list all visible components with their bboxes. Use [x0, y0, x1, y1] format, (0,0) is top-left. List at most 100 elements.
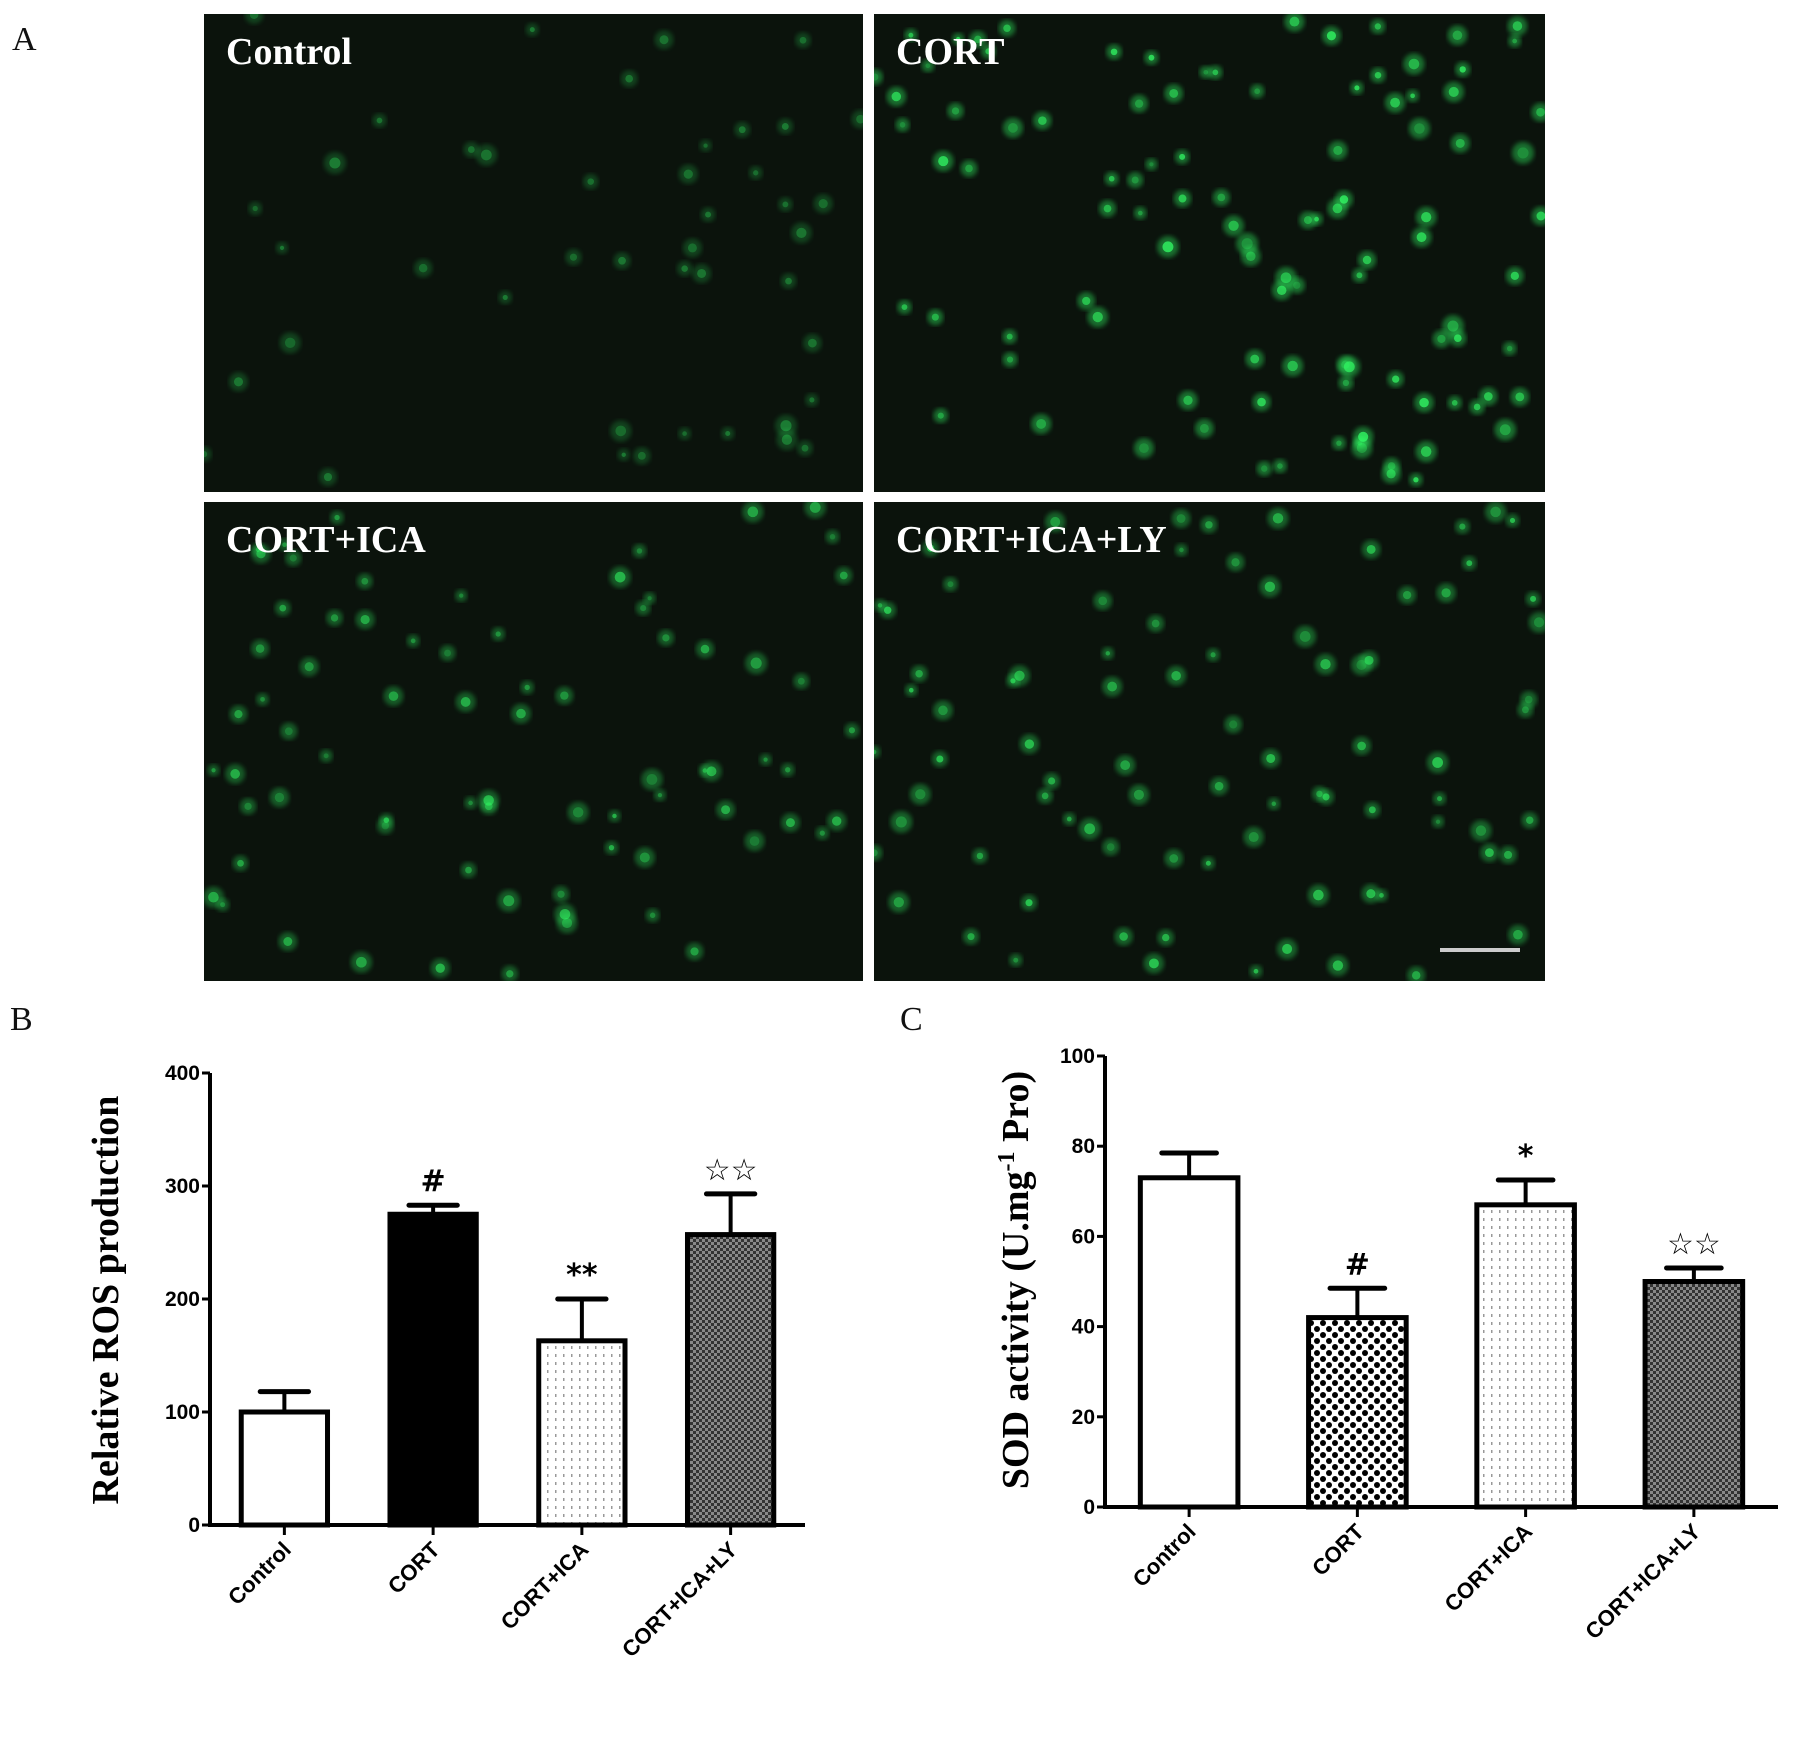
cell	[1513, 929, 1523, 940]
cell-glow	[232, 855, 249, 872]
cell-glow	[1508, 924, 1528, 945]
bar-cort	[1306, 1315, 1409, 1510]
cell-glow	[1455, 519, 1470, 534]
cell	[1366, 544, 1376, 554]
cell	[289, 554, 297, 562]
cell	[1515, 392, 1525, 402]
cell	[700, 644, 710, 654]
cell	[782, 201, 789, 208]
cell	[1342, 379, 1350, 386]
cell-glow	[695, 639, 715, 659]
cell-glow	[555, 686, 574, 705]
cell	[1169, 854, 1179, 863]
cell	[848, 727, 855, 734]
cell	[1374, 23, 1381, 30]
cell-glow	[969, 31, 987, 48]
cell	[1014, 670, 1025, 681]
cell	[1473, 403, 1481, 411]
cell-glow	[1470, 820, 1492, 842]
cell-glow	[245, 14, 264, 24]
cell	[1108, 175, 1115, 182]
cell-glow	[1403, 53, 1425, 75]
cell-glow	[825, 529, 840, 544]
cell-glow	[1447, 25, 1468, 46]
cell	[330, 614, 339, 622]
cell	[529, 27, 535, 33]
cell	[618, 256, 626, 265]
cell	[936, 755, 944, 763]
cell	[839, 571, 848, 580]
cell-glow	[909, 783, 931, 805]
cell	[1092, 311, 1103, 323]
cell	[1248, 832, 1259, 843]
cell	[780, 420, 792, 432]
micrograph-3: CORT+ICA	[204, 502, 863, 981]
bar-control	[1137, 1175, 1241, 1510]
cell	[1241, 238, 1253, 250]
bar-control	[238, 1409, 331, 1528]
cell-glow	[1351, 437, 1373, 459]
cell	[1212, 69, 1219, 76]
cell-glow	[1226, 553, 1245, 572]
cell-glow	[319, 468, 337, 486]
cell	[1459, 523, 1466, 530]
cell	[1509, 517, 1516, 524]
cell	[480, 149, 492, 161]
y-tick-label: 20	[1072, 1406, 1095, 1429]
cell-glow	[677, 260, 693, 277]
cell	[237, 859, 244, 867]
significance-mark: ☆☆	[704, 1153, 758, 1188]
cell	[965, 164, 973, 173]
cell	[502, 294, 508, 300]
cell	[1106, 843, 1115, 851]
cell	[639, 852, 650, 863]
micrograph-background	[874, 14, 1545, 492]
cell	[1506, 345, 1513, 352]
cell	[738, 126, 746, 134]
cell	[255, 644, 265, 653]
cell	[249, 14, 259, 20]
cell	[1512, 38, 1518, 44]
cell	[483, 795, 494, 806]
cell	[1203, 69, 1209, 75]
cell-glow	[463, 141, 480, 158]
panel-letter-a: A	[12, 21, 37, 58]
cell-glow	[464, 796, 477, 810]
cell-glow	[1147, 615, 1165, 632]
y-tick-label: 60	[1072, 1225, 1095, 1248]
cell	[951, 107, 960, 115]
cell-glow	[692, 264, 712, 283]
cell	[1179, 547, 1184, 553]
cell-glow	[455, 589, 468, 602]
cell	[356, 956, 367, 968]
cell-glow	[1288, 277, 1305, 294]
cell-glow	[330, 510, 344, 525]
cell	[721, 805, 731, 815]
cell-glow	[797, 440, 813, 457]
cell-glow	[383, 686, 404, 706]
y-tick-label: 400	[165, 1062, 200, 1085]
cell-glow	[1267, 797, 1280, 810]
cell	[1276, 285, 1287, 296]
cell	[925, 63, 931, 69]
cell	[1362, 255, 1372, 265]
y-tick-label: 0	[188, 1514, 200, 1537]
cell-glow	[552, 886, 570, 903]
cell	[460, 697, 471, 707]
x-tick-label: CORT+ICA	[1440, 1519, 1538, 1617]
cell-glow	[1099, 200, 1117, 218]
cell-glow	[1134, 206, 1147, 220]
cell	[468, 800, 473, 806]
cell-glow	[805, 393, 819, 407]
cell	[636, 548, 643, 554]
cell-glow	[1332, 436, 1346, 451]
panel-letter-b: B	[10, 1001, 33, 1038]
cell-glow	[372, 113, 387, 128]
cell-glow	[742, 502, 764, 523]
cell-glow	[1178, 390, 1198, 410]
cell	[615, 425, 627, 437]
cell-glow	[910, 665, 928, 683]
cell	[1110, 48, 1118, 56]
cell	[1228, 220, 1239, 231]
